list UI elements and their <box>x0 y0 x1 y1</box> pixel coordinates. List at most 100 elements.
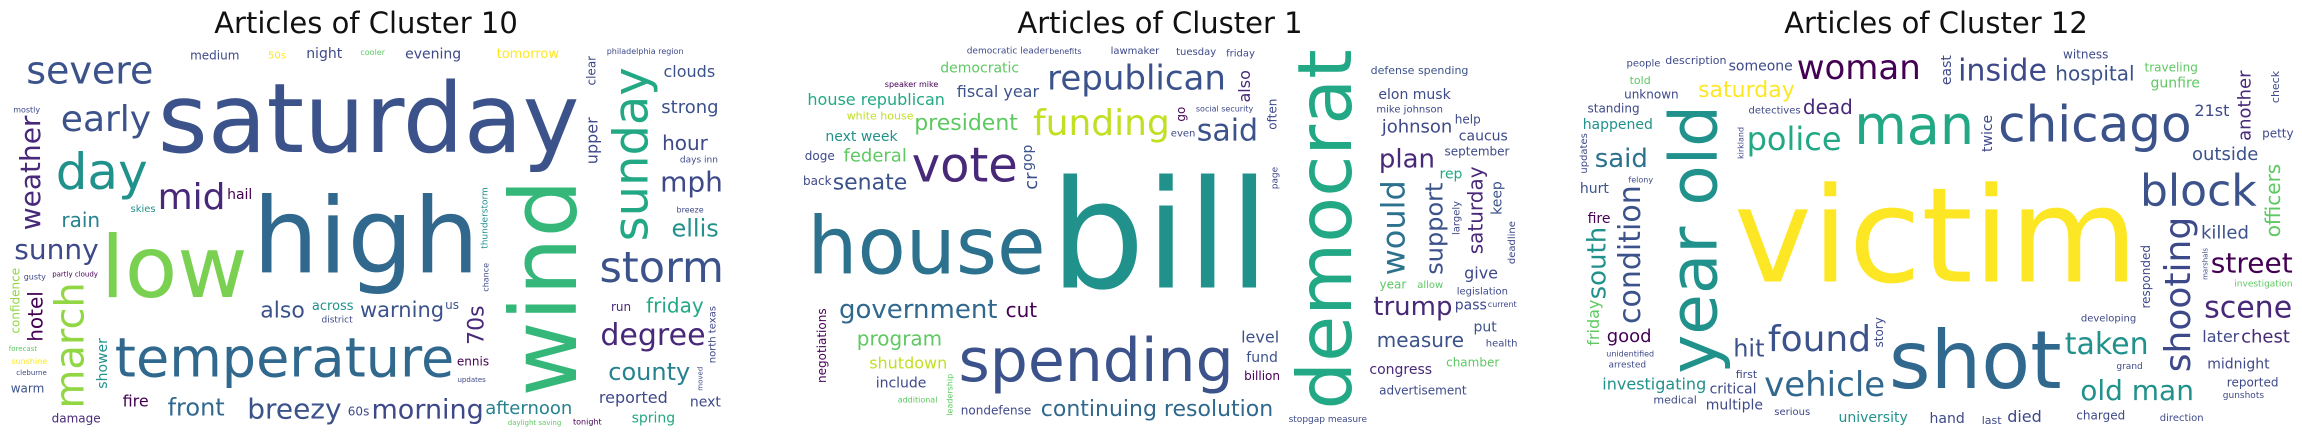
cloud-word: chamber <box>1446 356 1499 370</box>
cloud-word: inside <box>1958 53 2047 88</box>
cloud-word: last <box>1982 414 2003 427</box>
cloud-word: also <box>1235 70 1254 102</box>
cloud-word: next <box>690 395 722 411</box>
cloud-word: block <box>2140 166 2257 217</box>
cloud-word: across <box>312 299 354 314</box>
cloud-word: house <box>807 201 1045 293</box>
cloud-word: put <box>1474 319 1498 335</box>
cloud-word: reported <box>2227 376 2279 390</box>
cloud-word: year old <box>1656 105 1733 374</box>
cloud-word: 70s <box>464 305 489 344</box>
panel-title: Articles of Cluster 1 <box>1017 6 1303 40</box>
cloud-word: friday <box>1226 48 1255 59</box>
cloud-word: lawmaker <box>1111 46 1161 57</box>
cloud-word: died <box>2007 407 2042 426</box>
cloud-panel-cluster-10: Articles of Cluster 10 high saturday wind l… <box>6 0 726 435</box>
cloud-word: medium <box>190 48 239 62</box>
cloud-word: us <box>445 298 459 312</box>
cloud-word: also <box>260 298 305 323</box>
cloud-word: updates <box>458 376 487 384</box>
cloud-word: charged <box>2076 408 2125 422</box>
cloud-word: detectives <box>1749 105 1801 116</box>
panel-title: Articles of Cluster 12 <box>1784 6 2088 40</box>
cloud-word: hand <box>1930 411 1965 427</box>
cloud-word: tomorrow <box>497 47 560 62</box>
cloud-word: chance <box>482 263 491 292</box>
cloud-word: saturday <box>158 63 580 175</box>
cloud-word: mid <box>158 177 226 218</box>
cloud-word: updates <box>1579 133 1590 173</box>
cloud-panel-cluster-12: Articles of Cluster 12 victim shot year ol… <box>1576 0 2296 435</box>
cloud-word: east <box>1939 55 1955 85</box>
cloud-word: benefits <box>1049 47 1081 56</box>
cloud-word: partly cloudy <box>52 271 98 279</box>
cloud-word: daylight saving <box>508 419 562 427</box>
cloud-word: taken <box>2065 327 2149 362</box>
word-cloud: victim shot year old man chicago block found sh… <box>1576 44 2296 429</box>
cloud-word: people <box>1627 59 1661 70</box>
cloud-word: pass <box>1455 298 1487 314</box>
cloud-word: traveling <box>2145 61 2198 75</box>
cloud-word: ennis <box>457 354 489 368</box>
cloud-word: chest <box>2241 326 2290 347</box>
cloud-word: white house <box>847 110 914 123</box>
cloud-word: friday <box>646 293 704 317</box>
cloud-word: give <box>1464 263 1498 282</box>
panel-title: Articles of Cluster 10 <box>214 6 518 40</box>
cloud-word: stopgap measure <box>1289 415 1368 425</box>
cloud-word: legislation <box>1457 286 1508 297</box>
cloud-word: standing <box>1588 102 1640 116</box>
cloud-word: clouds <box>664 62 716 81</box>
cloud-word: philadelphia region <box>607 47 684 56</box>
cloud-word: early <box>61 99 151 140</box>
cloud-word: cut <box>1006 298 1038 322</box>
cloud-word: morning <box>372 395 484 426</box>
cloud-word: hour <box>662 131 709 155</box>
cloud-word: cleburne <box>16 369 46 377</box>
cloud-word: saturday <box>1463 166 1487 254</box>
cloud-word: current <box>1488 300 1517 309</box>
cloud-word: witness <box>2063 48 2108 62</box>
cloud-word: weather <box>14 115 47 230</box>
cloud-word: first <box>1736 368 1758 381</box>
cloud-word: billion <box>1244 369 1280 383</box>
cloud-word: september <box>1445 145 1510 159</box>
cloud-word: friday <box>1584 300 1603 346</box>
cloud-word: said <box>1595 144 1648 174</box>
cloud-word: afternoon <box>485 398 572 419</box>
cloud-word: grand <box>2116 362 2142 372</box>
cloud-word: upper <box>582 117 601 164</box>
cloud-word: hit <box>1733 335 1764 363</box>
cloud-word: petty <box>2262 126 2294 140</box>
cloud-word: page <box>1270 166 1280 189</box>
cloud-word: forecast <box>9 345 38 353</box>
cloud-word: warm <box>11 382 45 396</box>
cloud-word: chicago <box>1998 96 2192 154</box>
cloud-word: measure <box>1377 328 1464 352</box>
cloud-word: senate <box>833 171 908 196</box>
cloud-word: cr <box>1021 172 1042 190</box>
cloud-word: ellis <box>672 215 719 243</box>
cloud-word: next week <box>825 129 898 145</box>
cloud-word: felony <box>1628 176 1653 185</box>
cloud-word: level <box>1241 328 1279 347</box>
cloud-word: condition <box>1613 185 1648 324</box>
cloud-word: gop <box>1020 144 1036 170</box>
cloud-word: speaker mike <box>885 80 939 89</box>
cloud-word: congress <box>1369 362 1432 378</box>
cloud-word: wind <box>491 179 598 397</box>
cloud-word: additional <box>898 396 938 405</box>
cloud-word: skies <box>131 204 156 215</box>
cloud-word: health <box>1486 339 1518 350</box>
cloud-word: go <box>1174 107 1188 122</box>
cloud-word: damage <box>52 412 101 426</box>
cloud-word: elon musk <box>1378 87 1451 103</box>
cloud-word: deadline <box>1507 221 1518 264</box>
cloud-word: breeze <box>677 205 704 214</box>
cloud-word: serious <box>1774 407 1810 418</box>
cloud-word: back <box>803 174 832 188</box>
cloud-word: old man <box>2080 374 2194 407</box>
cloud-word: woman <box>1797 48 1921 88</box>
